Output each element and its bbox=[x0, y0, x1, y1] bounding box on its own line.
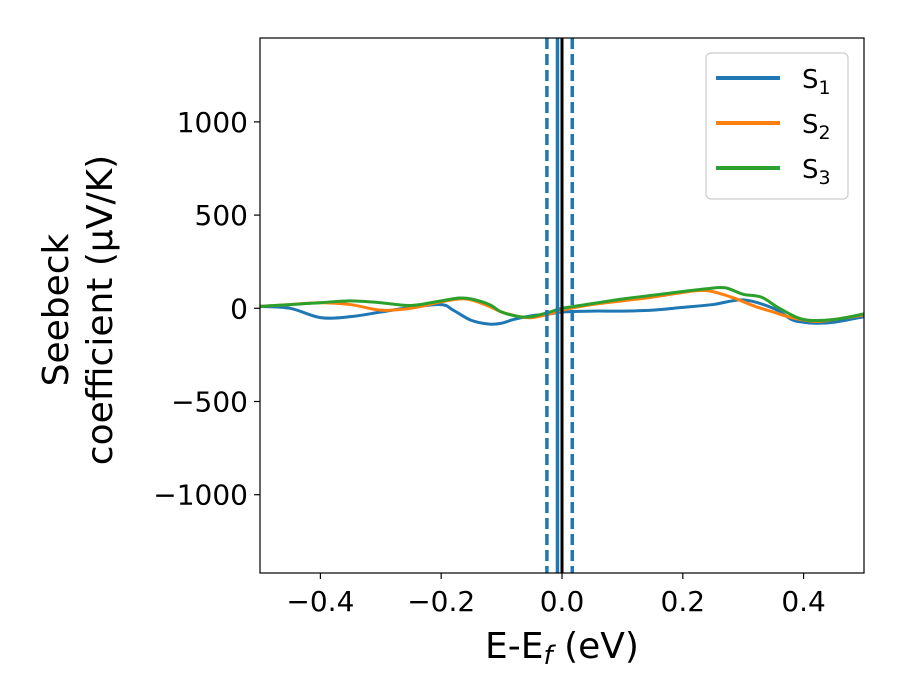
legend: S1 S2 S3 bbox=[705, 52, 849, 200]
legend-label-s2: S2 bbox=[802, 110, 831, 144]
y-tick-label: 1000 bbox=[177, 106, 248, 139]
plot-area bbox=[260, 38, 864, 573]
x-axis-label: E-Ef (eV) bbox=[485, 626, 639, 671]
series-line-s3 bbox=[260, 285, 864, 323]
y-axis-label: Seebeck coefficient (μV/K) bbox=[36, 155, 121, 465]
y-axis-label-line-1: Seebeck bbox=[36, 233, 77, 386]
legend-box bbox=[705, 52, 849, 200]
y-tick-label: 0 bbox=[230, 292, 248, 325]
x-tick-label: −0.4 bbox=[286, 585, 354, 618]
y-tick-label: −1000 bbox=[153, 479, 248, 512]
legend-label-s3: S3 bbox=[802, 155, 831, 189]
y-axis-label-line-2: coefficient (μV/K) bbox=[80, 155, 121, 465]
y-axis: −1000 −500 0 500 1000 bbox=[153, 106, 260, 512]
x-tick-label: 0.2 bbox=[661, 585, 706, 618]
x-axis: −0.4 −0.2 0.0 0.2 0.4 bbox=[286, 573, 826, 618]
y-tick-label: 500 bbox=[195, 199, 248, 232]
series-line-s2 bbox=[260, 288, 864, 323]
y-tick-label: −500 bbox=[171, 386, 248, 419]
x-tick-label: 0.0 bbox=[540, 585, 585, 618]
legend-label-s1: S1 bbox=[802, 65, 831, 99]
x-tick-label: 0.4 bbox=[781, 585, 826, 618]
x-tick-label: −0.2 bbox=[407, 585, 475, 618]
